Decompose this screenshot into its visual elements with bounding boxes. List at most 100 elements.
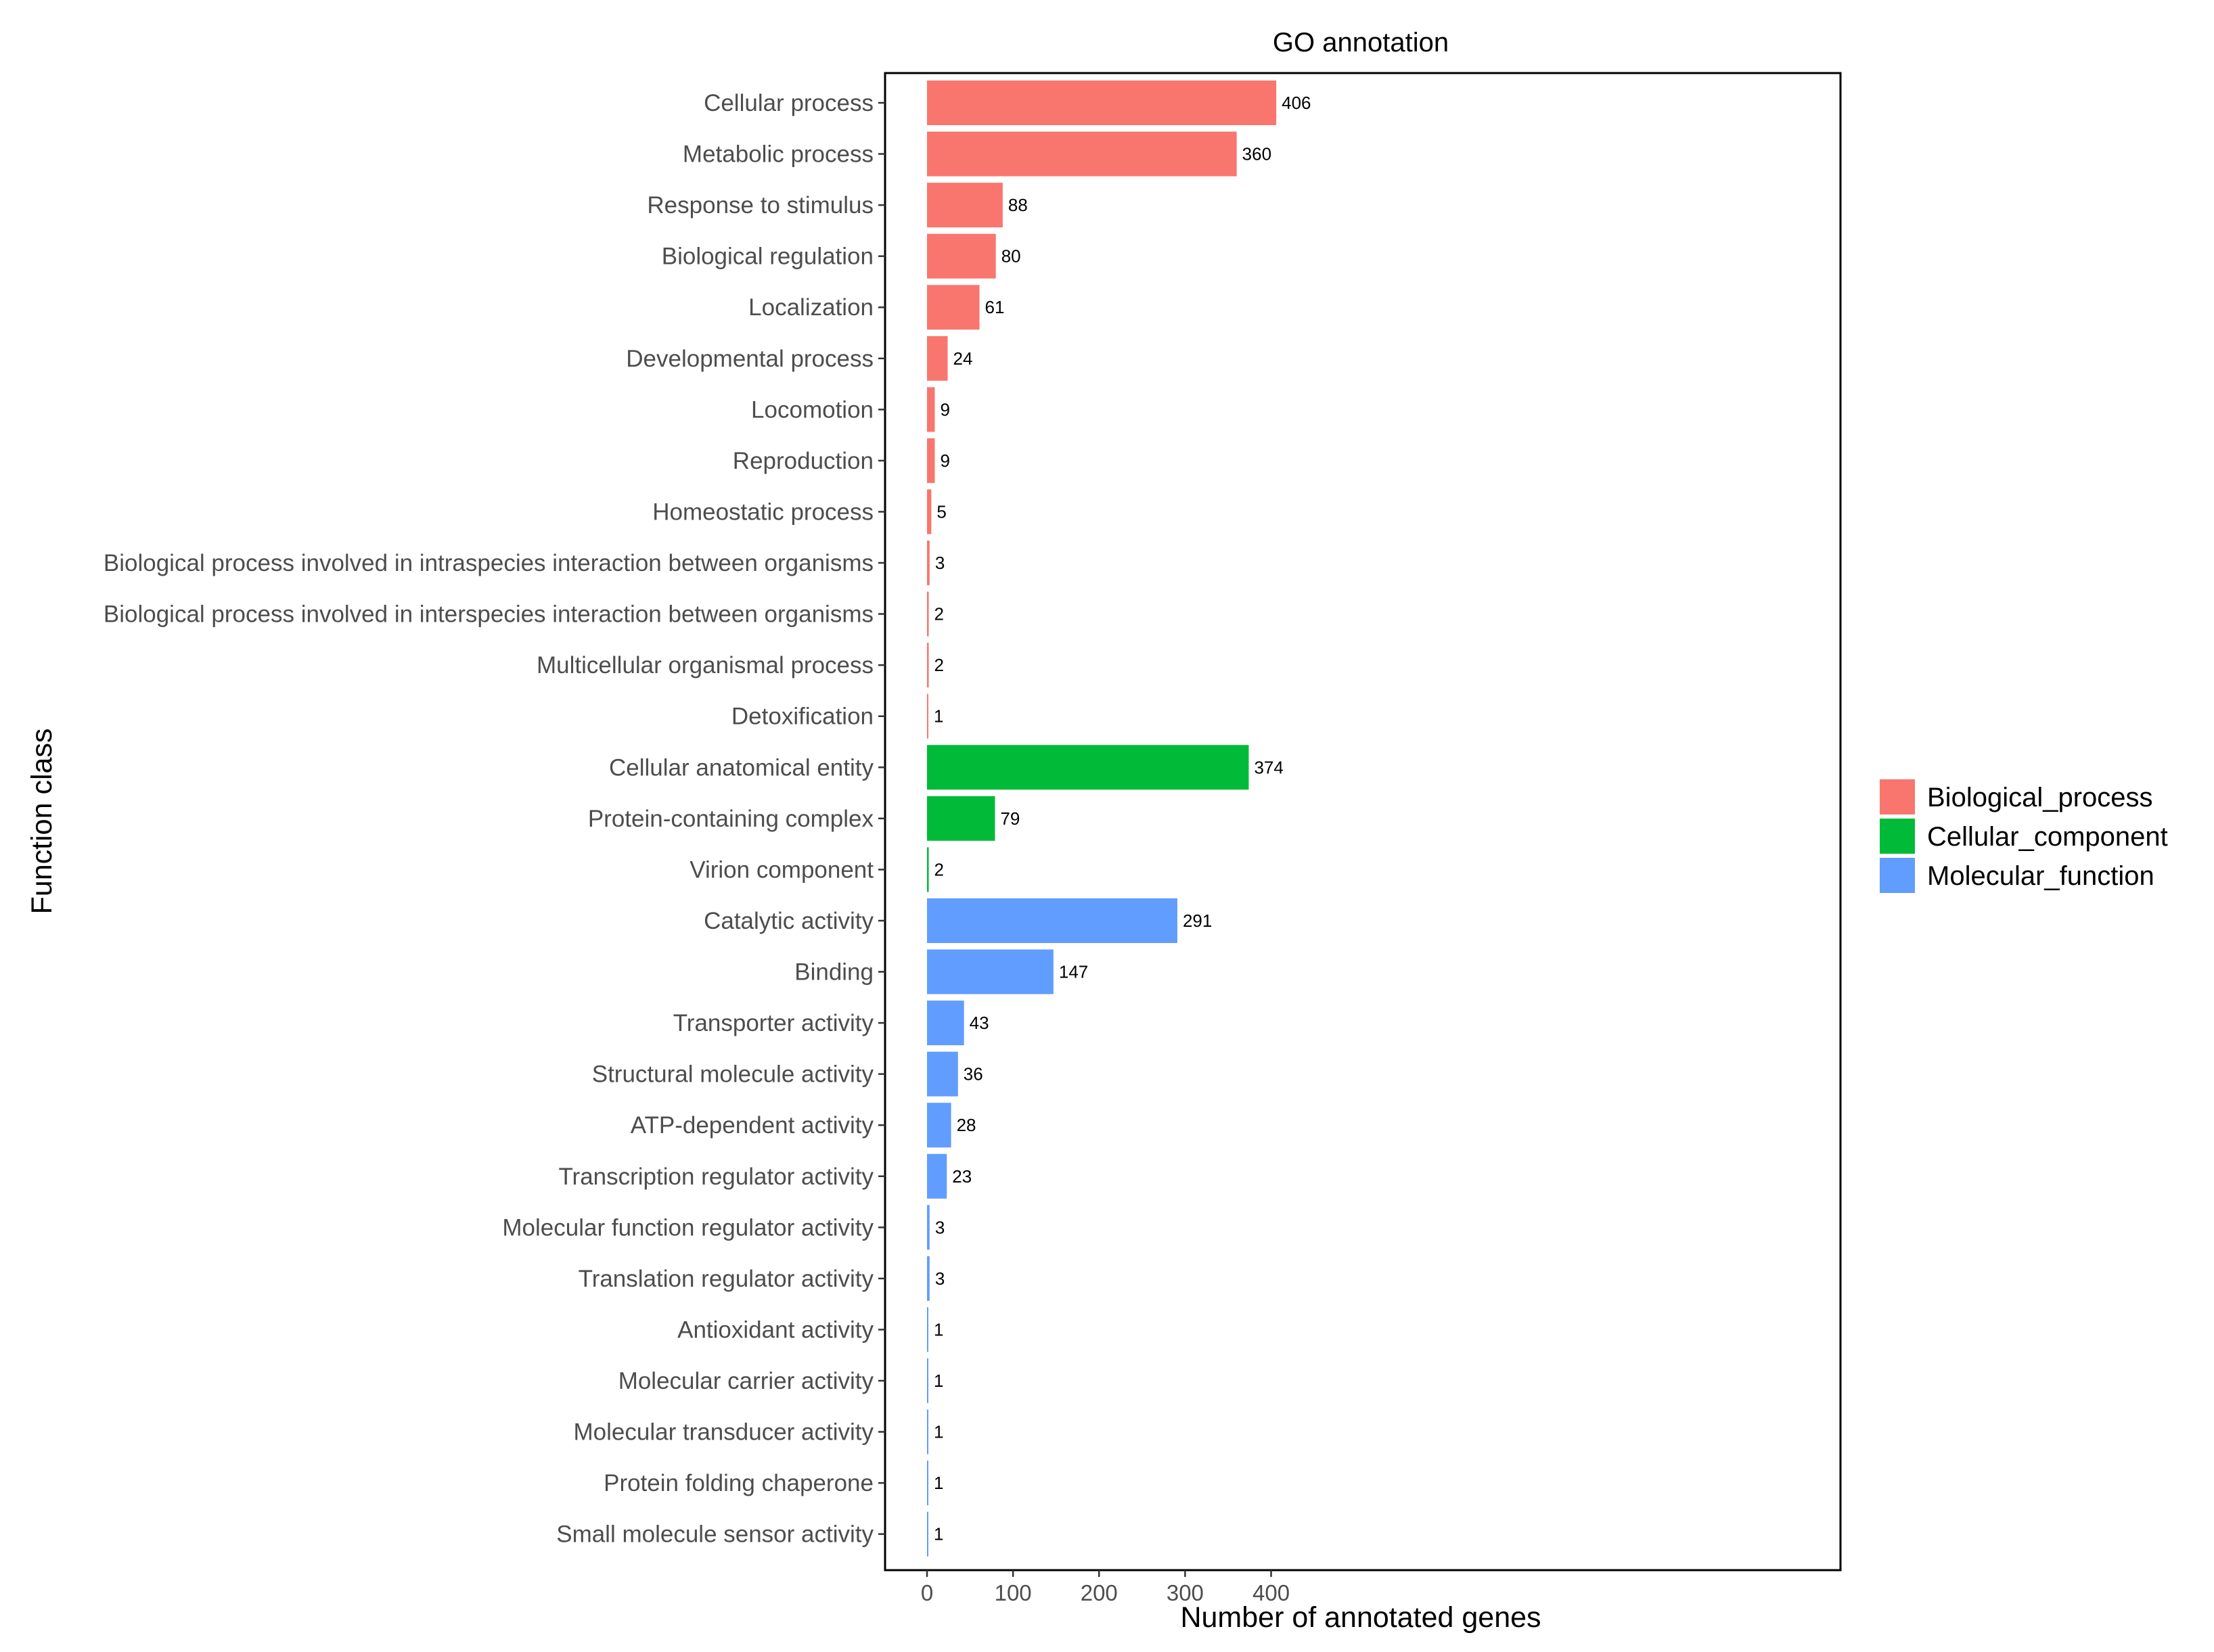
value-label: 24 xyxy=(953,348,973,369)
category-label: Structural molecule activity xyxy=(592,1061,874,1088)
category-label: Locomotion xyxy=(751,396,874,423)
bar xyxy=(927,541,930,586)
value-label: 79 xyxy=(1000,808,1020,829)
legend-key xyxy=(1880,819,1915,854)
bar xyxy=(927,643,929,688)
legend-label: Molecular_function xyxy=(1927,861,2154,891)
bar xyxy=(927,847,929,892)
value-label: 406 xyxy=(1282,93,1311,113)
category-label: Catalytic activity xyxy=(704,908,874,934)
bar xyxy=(927,1051,958,1097)
value-label: 61 xyxy=(985,297,1005,317)
bar xyxy=(927,591,929,637)
category-label: Metabolic process xyxy=(683,141,874,168)
category-label: Reproduction xyxy=(733,448,874,474)
bar xyxy=(927,693,928,739)
value-label: 1 xyxy=(934,1473,943,1493)
category-label: Virion component xyxy=(690,856,874,883)
bar xyxy=(927,745,1249,790)
bar xyxy=(927,796,995,841)
bar xyxy=(927,131,1237,177)
value-label: 3 xyxy=(935,1217,945,1237)
value-label: 3 xyxy=(935,553,945,573)
x-axis: 0 100 200 300 400 xyxy=(921,1570,1290,1605)
x-tick-label: 0 xyxy=(921,1580,933,1605)
value-label: 80 xyxy=(1001,246,1021,267)
value-label: 9 xyxy=(940,451,949,471)
value-label: 2 xyxy=(934,859,944,879)
legend-label: Biological_process xyxy=(1927,783,2153,812)
category-label: ATP-dependent activity xyxy=(631,1112,874,1139)
category-label: Detoxification xyxy=(731,704,874,730)
value-label: 9 xyxy=(940,399,949,419)
bar xyxy=(927,387,935,432)
bar xyxy=(927,949,1054,994)
value-label: 374 xyxy=(1254,757,1283,777)
category-label: Biological regulation xyxy=(662,244,874,270)
bar xyxy=(927,1461,928,1506)
bar xyxy=(927,285,980,330)
value-label: 1 xyxy=(934,1319,943,1339)
legend-key xyxy=(1880,858,1915,893)
legend-label: Cellular_component xyxy=(1927,822,2168,852)
bar xyxy=(927,183,1003,228)
bar xyxy=(927,81,1277,125)
plot-frame xyxy=(884,72,1842,1571)
value-label: 147 xyxy=(1059,962,1088,982)
bar xyxy=(927,1511,928,1557)
x-tick-label: 300 xyxy=(1167,1580,1204,1605)
bar xyxy=(927,489,932,534)
value-label: 2 xyxy=(934,655,944,675)
x-tick-label: 400 xyxy=(1252,1580,1290,1605)
value-label: 291 xyxy=(1183,911,1212,931)
category-label: Translation regulator activity xyxy=(579,1266,874,1292)
category-label: Transcription regulator activity xyxy=(558,1164,874,1190)
x-axis-title: Number of annotated genes xyxy=(1180,1601,1541,1634)
category-label: Molecular transducer activity xyxy=(574,1419,874,1446)
category-label: Transporter activity xyxy=(673,1010,874,1036)
category-label: Multicellular organismal process xyxy=(537,652,874,679)
value-label: 360 xyxy=(1242,144,1271,164)
category-label: Localization xyxy=(748,294,874,321)
category-label: Homeostatic process xyxy=(652,499,874,525)
category-label: Small molecule sensor activity xyxy=(556,1521,874,1548)
value-label: 88 xyxy=(1008,195,1028,215)
bar xyxy=(927,1256,930,1301)
x-tick-label: 200 xyxy=(1081,1580,1118,1605)
value-label: 5 xyxy=(936,501,946,522)
bar xyxy=(927,1153,947,1199)
category-label: Antioxidant activity xyxy=(677,1316,874,1343)
bar xyxy=(927,1001,964,1046)
category-label: Protein-containing complex xyxy=(588,806,874,832)
x-tick-label: 100 xyxy=(995,1580,1032,1605)
category-label: Developmental process xyxy=(626,346,874,372)
bar xyxy=(927,898,1177,943)
category-label: Biological process involved in interspec… xyxy=(104,601,874,628)
value-label: 1 xyxy=(934,706,943,727)
category-label: Biological process involved in intraspec… xyxy=(104,550,874,576)
legend-key xyxy=(1880,779,1915,814)
bar xyxy=(927,1409,928,1454)
category-labels: Cellular process Metabolic process Respons… xyxy=(104,90,885,1548)
value-label: 2 xyxy=(934,604,944,624)
value-label: 1 xyxy=(934,1524,943,1544)
category-label: Molecular function regulator activity xyxy=(502,1214,874,1241)
bar xyxy=(927,1103,951,1148)
value-label: 36 xyxy=(964,1064,983,1084)
legend: Biological_process Cellular_component Mole… xyxy=(1880,779,2168,893)
bar xyxy=(927,1358,928,1403)
category-label: Response to stimulus xyxy=(647,192,874,219)
value-label: 1 xyxy=(934,1422,943,1442)
value-label: 1 xyxy=(934,1371,943,1391)
value-label: 28 xyxy=(957,1115,976,1135)
value-label: 43 xyxy=(970,1013,989,1033)
category-label: Molecular carrier activity xyxy=(618,1368,874,1394)
chart-title: GO annotation xyxy=(1273,28,1449,58)
value-label: 23 xyxy=(952,1166,972,1187)
category-label: Cellular process xyxy=(704,90,874,116)
bars-layer: 406 360 88 80 61 24 9 9 5 3 2 2 1 374 79 2 291 147 43 36 28 2… xyxy=(927,81,1311,1557)
bar xyxy=(927,438,935,483)
value-label: 3 xyxy=(935,1268,945,1289)
category-label: Cellular anatomical entity xyxy=(609,754,874,781)
